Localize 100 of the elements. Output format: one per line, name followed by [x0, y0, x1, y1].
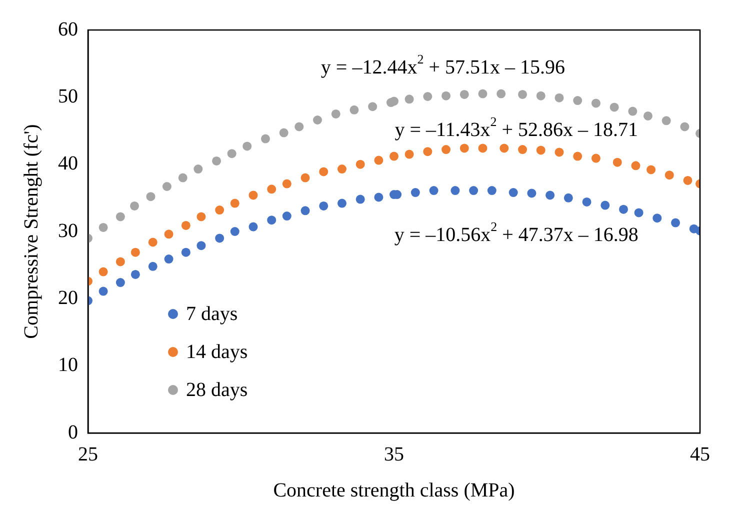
point [116, 257, 125, 266]
point [631, 161, 640, 170]
point [442, 145, 451, 154]
point [116, 278, 125, 288]
point [460, 90, 469, 99]
point [442, 91, 451, 100]
x-tick-label: 35 [384, 443, 404, 466]
point [478, 144, 488, 153]
point [181, 220, 190, 230]
point [178, 173, 188, 182]
point [319, 167, 328, 176]
y-tick-label: 60 [58, 18, 78, 40]
point [518, 145, 528, 154]
point [368, 102, 378, 112]
point [634, 208, 644, 218]
legend-label: 7 days [186, 302, 238, 327]
point [423, 92, 432, 101]
point [527, 188, 536, 198]
point [300, 206, 310, 216]
point [350, 105, 359, 114]
point [591, 154, 600, 163]
legend-label: 14 days [186, 340, 248, 365]
point [573, 152, 582, 161]
point [390, 152, 398, 161]
point [683, 176, 692, 185]
y-tick-label: 10 [58, 354, 78, 376]
point [98, 222, 108, 232]
point [496, 89, 506, 98]
point [671, 218, 680, 228]
point [610, 102, 619, 112]
point [450, 186, 460, 196]
point [662, 116, 671, 126]
point [215, 206, 224, 215]
point [227, 149, 236, 158]
point [116, 212, 125, 222]
point [260, 134, 270, 144]
y-tick-label: 20 [58, 286, 78, 309]
point [319, 201, 328, 210]
point [356, 160, 365, 169]
point [337, 164, 346, 174]
x-tick-label: 45 [690, 443, 710, 466]
point [242, 142, 252, 151]
point [664, 170, 674, 180]
point [98, 267, 108, 276]
point [337, 198, 346, 208]
point [130, 248, 140, 257]
point [652, 214, 662, 223]
point [554, 148, 564, 157]
point [267, 184, 276, 194]
point [181, 248, 190, 257]
point [460, 144, 469, 153]
point [248, 190, 258, 200]
point [518, 90, 528, 99]
point [469, 186, 478, 196]
x-tick-label: 25 [78, 443, 98, 466]
point [564, 193, 573, 202]
y-tick-label: 0 [68, 421, 78, 444]
point [230, 227, 240, 236]
y-tick-label: 50 [58, 85, 78, 108]
point [500, 144, 509, 153]
point [356, 194, 365, 204]
point [423, 147, 432, 156]
point [282, 212, 292, 221]
point [130, 201, 140, 210]
y-tick-label: 40 [58, 152, 78, 175]
point [248, 222, 258, 232]
x-axis-title: Concrete strength class (MPa) [273, 479, 515, 502]
point [374, 192, 384, 202]
point [582, 197, 592, 206]
point [429, 186, 438, 196]
point [487, 186, 496, 196]
point [215, 234, 224, 243]
point [146, 192, 156, 202]
point [98, 286, 108, 296]
point [628, 106, 638, 116]
point [404, 150, 414, 159]
point [554, 93, 564, 102]
point [300, 173, 310, 182]
point [267, 216, 276, 225]
point [230, 198, 240, 208]
point [196, 241, 206, 250]
legend-label: 28 days [186, 378, 248, 403]
point [282, 179, 292, 188]
point [331, 109, 340, 118]
point [600, 200, 610, 210]
point [619, 204, 628, 214]
point [646, 165, 656, 174]
point [164, 254, 174, 264]
point [279, 128, 288, 138]
point [162, 182, 172, 191]
point [680, 122, 690, 132]
point [148, 262, 158, 271]
y-axis-title: Compressive Strenght (fc') [20, 124, 42, 339]
point [130, 270, 140, 279]
point [643, 111, 652, 120]
point [196, 212, 206, 222]
point [194, 164, 203, 174]
point [212, 156, 222, 166]
point [313, 116, 322, 125]
point [536, 146, 546, 155]
